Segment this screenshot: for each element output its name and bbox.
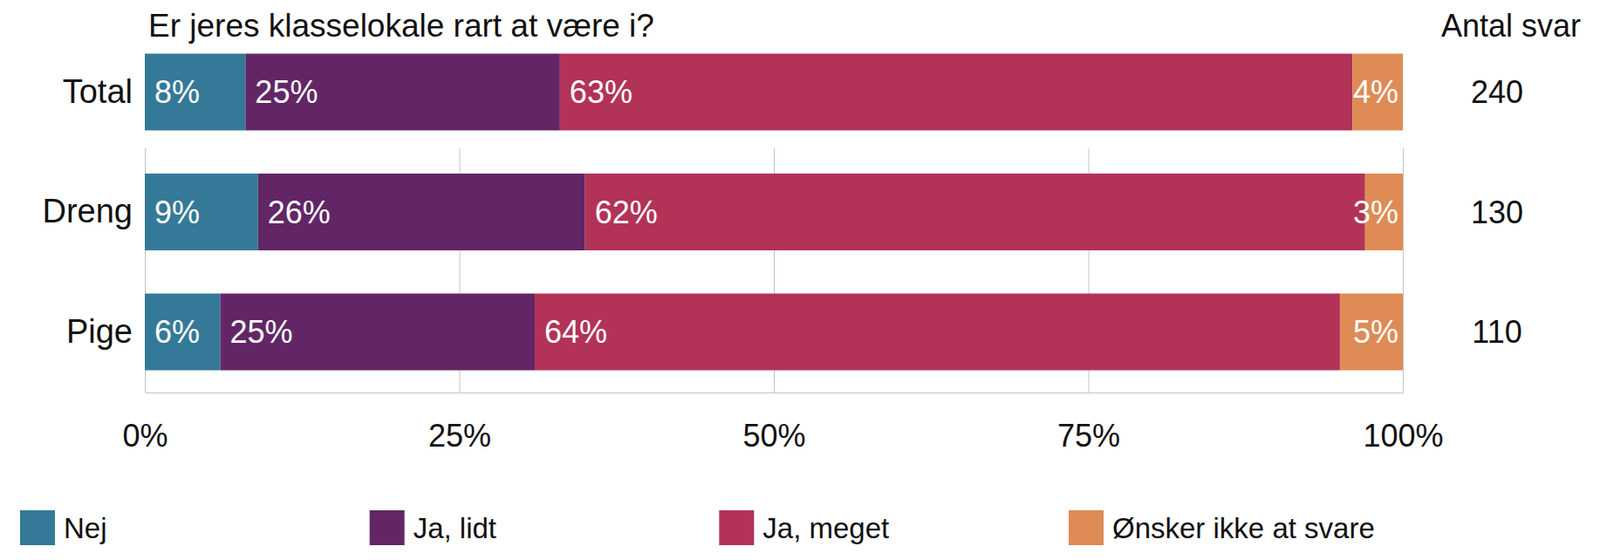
data-label: 62% [594, 194, 658, 231]
x-tick-label: 25% [428, 417, 492, 454]
bar-segment [1340, 294, 1403, 371]
bar-segment [258, 173, 586, 251]
legend-item: Ønsker ikke at svare [1068, 510, 1375, 546]
y-tick: Pige [66, 313, 133, 350]
bar-segment [144, 294, 221, 371]
bar-segment [1352, 54, 1403, 131]
data-label: 63% [569, 74, 633, 110]
legend-swatch [20, 510, 55, 546]
legend-label: Ønsker ikke at svare [1112, 512, 1375, 545]
data-label: 6% [154, 314, 200, 350]
data-label: 25% [254, 74, 318, 110]
data-label: 25% [230, 314, 294, 350]
legend-item: Ja, meget [718, 510, 889, 546]
category-label: Total [62, 73, 133, 110]
y-axis: Total Dreng Pige [42, 73, 134, 350]
data-label: 8% [154, 74, 200, 110]
x-axis-line [145, 392, 1404, 394]
x-axis: 0% 25% 50% 75% 100% [122, 148, 1443, 454]
legend-item: Ja, lidt [369, 510, 497, 546]
data-label: 5% [1353, 314, 1399, 350]
chart: Er jeres klasselokale rart at være i? 0% 2… [0, 0, 1600, 560]
x-tick-label: 50% [742, 417, 806, 454]
bar-segment [144, 54, 246, 131]
data-label: 9% [154, 194, 200, 231]
data-label: 26% [267, 194, 331, 231]
count-value: 130 [1470, 194, 1524, 231]
legend-swatch [369, 510, 405, 546]
bar-segment [560, 54, 1353, 131]
bar-segment [144, 173, 259, 251]
bars [144, 54, 1403, 371]
legend-swatch [1068, 510, 1104, 546]
data-labels: 8% 25% 63% 4% 9% 26% 62% 3% 6% 25% 64% 5% [154, 74, 1399, 350]
x-tick-label: 75% [1057, 417, 1121, 454]
legend-item: Nej [20, 510, 108, 546]
legend-swatch [718, 510, 754, 546]
count-value: 240 [1470, 74, 1524, 110]
data-label: 64% [544, 314, 608, 350]
bar-segment [245, 54, 561, 131]
title: Er jeres klasselokale rart at være i? [148, 7, 655, 44]
legend-label: Ja, meget [762, 512, 889, 545]
data-label: 4% [1353, 74, 1399, 110]
y-tick: Dreng [42, 192, 134, 230]
bar-segment [534, 294, 1341, 371]
bar-segment [585, 173, 1366, 251]
count-value: 110 [1471, 314, 1522, 350]
x-tick-label: 0% [122, 417, 168, 454]
data-label: 3% [1353, 194, 1399, 231]
grid-line [1402, 148, 1404, 393]
count-header: Antal svar [1441, 7, 1581, 44]
category-label: Pige [66, 313, 133, 350]
legend-label: Nej [63, 512, 108, 545]
x-tick-label: 100% [1362, 417, 1443, 454]
bar-segment [220, 294, 536, 371]
y-tick: Total [62, 73, 133, 110]
legend-label: Ja, lidt [413, 512, 497, 545]
legend: Nej Ja, lidt Ja, meget Ønsker ikke at svare [20, 510, 1375, 546]
category-label: Dreng [42, 192, 134, 230]
